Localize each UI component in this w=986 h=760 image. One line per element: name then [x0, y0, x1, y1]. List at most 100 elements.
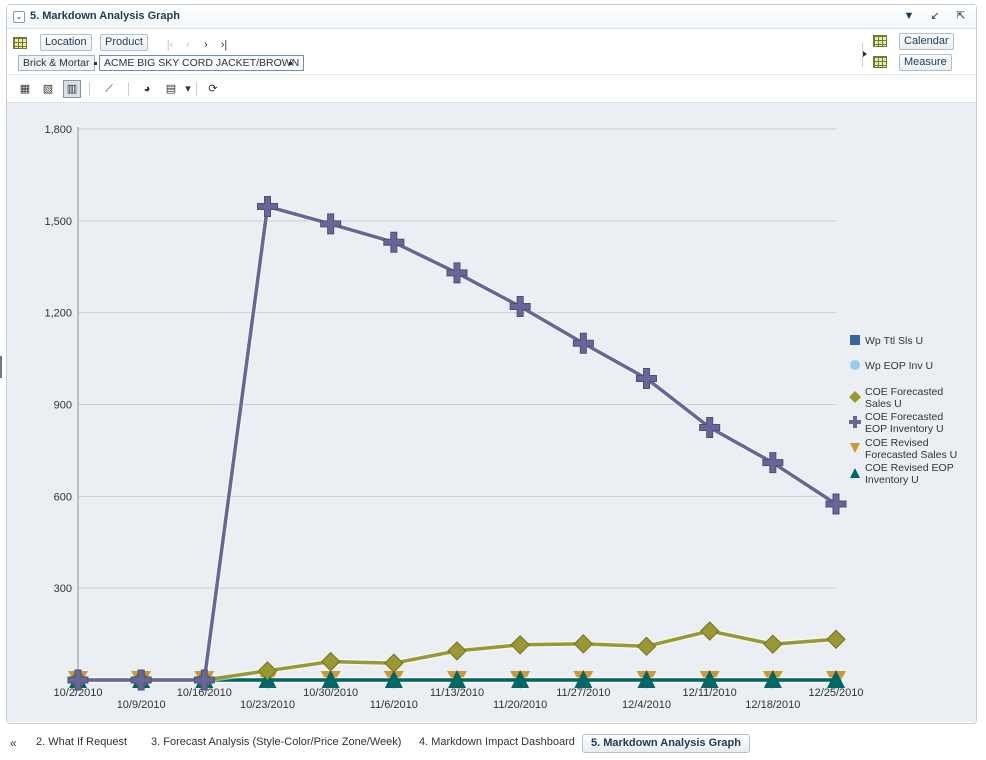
x-tick-label: 12/11/2010 [683, 687, 737, 699]
x-tick-label: 12/25/2010 [808, 687, 863, 699]
measure-grid-icon[interactable] [873, 56, 887, 68]
calendar-button[interactable]: Calendar [899, 33, 954, 50]
data-source-icon[interactable]: ◕ [143, 83, 151, 95]
x-tick-label: 12/4/2010 [622, 699, 671, 711]
next-icon[interactable]: › [204, 39, 208, 51]
data-point [384, 670, 403, 688]
tab-markdown-analysis-graph[interactable]: 5. Markdown Analysis Graph [582, 734, 750, 753]
data-point [573, 634, 594, 654]
grid-chart-icon[interactable]: ▧ [42, 83, 54, 95]
legend-label: Wp Ttl Sls U [865, 335, 923, 347]
data-point [763, 670, 782, 688]
minimize-icon[interactable]: ↙ [930, 10, 940, 22]
measure-button[interactable]: Measure [899, 54, 952, 71]
x-tick-label: 10/9/2010 [117, 699, 166, 711]
y-tick-label: 1,500 [44, 216, 72, 228]
crumb-location[interactable]: Brick & Mortar [18, 55, 95, 71]
data-point [636, 367, 657, 389]
toolbar-divider [196, 82, 197, 96]
product-button[interactable]: Product [100, 34, 148, 51]
calendar-grid-icon[interactable] [873, 35, 887, 47]
tab-markdown-impact-dashboard[interactable]: 4. Markdown Impact Dashboard [419, 736, 575, 748]
x-tick-label: 11/20/2010 [493, 699, 547, 711]
toolbar-divider [89, 82, 90, 96]
legend-label: EOP Inventory U [865, 423, 944, 435]
detach-icon[interactable]: ⇱ [956, 10, 966, 22]
dropdown-icon[interactable]: ▾ [185, 83, 191, 95]
y-tick-label: 1,200 [44, 308, 72, 320]
collapse-icon[interactable]: ⌄ [13, 11, 25, 23]
legend-label: COE Forecasted [865, 411, 943, 423]
first-icon[interactable]: |‹ [166, 39, 174, 51]
x-tick-label: 11/27/2010 [556, 687, 610, 699]
data-point [763, 634, 783, 654]
refresh-icon[interactable]: ⟳ [208, 83, 218, 95]
data-point [827, 670, 845, 688]
tab-what-if-request[interactable]: 2. What If Request [36, 736, 128, 748]
data-point [384, 653, 404, 673]
location-grid-icon[interactable] [13, 37, 27, 49]
location-button[interactable]: Location [40, 34, 92, 51]
crumb-separator [94, 62, 97, 65]
legend-label: Sales U [865, 398, 902, 410]
data-point [448, 670, 466, 688]
data-point [511, 670, 530, 688]
data-point [320, 651, 341, 672]
chevron-down-icon[interactable]: ▼ [903, 10, 915, 22]
table-view-icon[interactable]: ▦ [19, 83, 31, 95]
bar-chart-icon[interactable]: ▥ [63, 80, 81, 98]
data-point [257, 195, 278, 217]
export-icon[interactable]: ▤ [165, 83, 177, 95]
x-tick-label: 10/30/2010 [303, 687, 358, 699]
legend-marker [850, 443, 860, 453]
x-tick-label: 12/18/2010 [745, 699, 800, 711]
x-tick-label: 11/6/2010 [370, 699, 418, 711]
legend-label: COE Forecasted [865, 386, 943, 398]
legend-marker [850, 335, 860, 345]
legend-label: COE Revised [865, 437, 929, 449]
legend-label: Forecasted Sales U [865, 449, 957, 461]
data-point [320, 213, 342, 235]
panel-titlebar: ⌄ 5. Markdown Analysis Graph ▼ ↙ ⇱ [7, 5, 976, 29]
data-point [826, 629, 846, 649]
x-tick-label: 10/2/2010 [54, 687, 103, 699]
tab-overflow-icon[interactable]: « [10, 736, 17, 750]
chart-area: 300 600 900 1,200 1,500 1,800 10/2/2010 10/9/20… [7, 102, 976, 722]
legend-marker [850, 360, 860, 370]
data-point [825, 493, 847, 515]
pov-splitter[interactable] [862, 43, 868, 67]
crumb-product[interactable]: ACME BIG SKY CORD JACKET/BROWN [99, 55, 305, 71]
page-title: 5. Markdown Analysis Graph [30, 10, 180, 22]
last-icon[interactable]: ›| [220, 39, 228, 51]
chart-toolbar: ▦ ▧ ▥ ⟋ ◕ ▤ ▾ ⟳ [7, 77, 976, 101]
data-point [762, 452, 784, 474]
data-point [193, 669, 215, 691]
analysis-panel: ⌄ 5. Markdown Analysis Graph ▼ ↙ ⇱ Locat… [6, 4, 977, 724]
line-chart: 300 600 900 1,200 1,500 1,800 10/2/2010 10/9/20… [44, 124, 957, 711]
tab-forecast-analysis[interactable]: 3. Forecast Analysis (Style-Color/Price … [151, 736, 402, 748]
data-point [446, 262, 468, 284]
data-point [257, 661, 278, 681]
legend-marker [849, 391, 861, 403]
data-point [572, 332, 594, 354]
data-point [321, 670, 340, 688]
legend-marker [849, 416, 861, 428]
previous-icon[interactable]: ‹ [186, 39, 190, 51]
line-chart-icon[interactable]: ⟋ [105, 83, 113, 95]
pov-bar: Location Product |‹ ‹ › ›| Brick & Morta… [7, 29, 976, 75]
y-tick-label: 300 [54, 583, 72, 595]
y-tick-label: 900 [54, 400, 72, 412]
data-point [699, 416, 721, 438]
x-tick-label: 10/23/2010 [240, 699, 295, 711]
data-point [700, 670, 719, 688]
y-tick-label: 1,800 [44, 124, 72, 136]
x-tick-label: 10/16/2010 [177, 687, 232, 699]
data-point [574, 670, 593, 688]
data-point [699, 621, 720, 641]
data-point [509, 296, 531, 318]
legend-label: Inventory U [865, 474, 919, 486]
legend-marker [850, 468, 860, 478]
left-splitter-handle[interactable] [0, 356, 3, 378]
data-point [636, 636, 657, 657]
data-point [383, 231, 405, 253]
